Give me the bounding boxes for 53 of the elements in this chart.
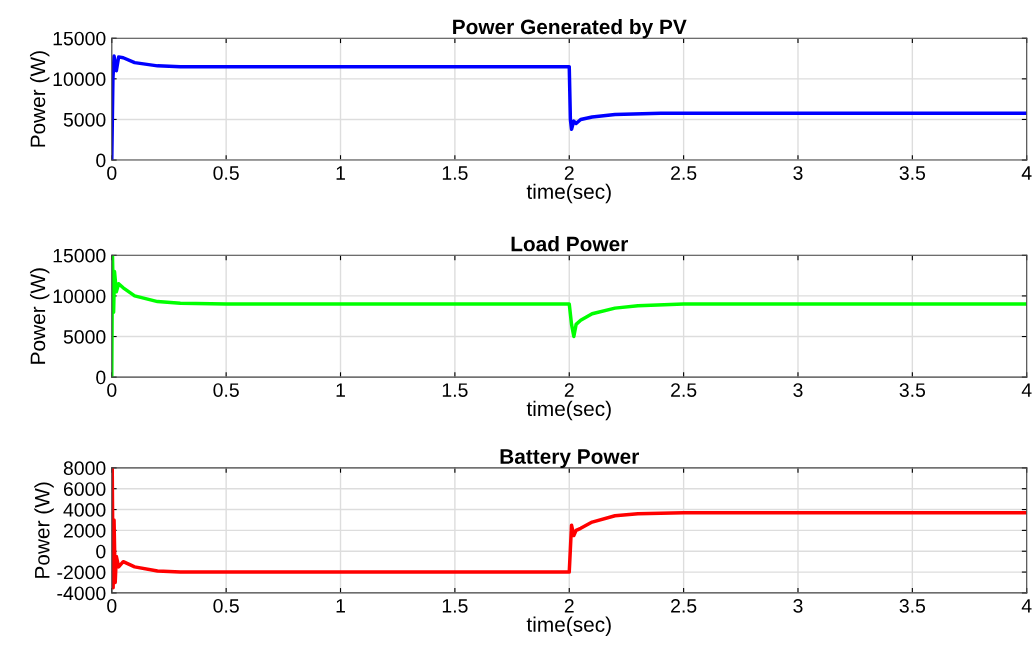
x-tick-label: 1 — [336, 166, 345, 180]
x-axis-title: time(sec) — [526, 400, 611, 421]
chart-title: Power Generated by PV — [453, 18, 687, 39]
x-tick-label: 3.5 — [899, 383, 926, 397]
y-tick-label: 0 — [96, 544, 106, 559]
y-tick-label: 10000 — [53, 289, 106, 304]
chart-title: Battery Power — [500, 449, 639, 469]
x-axis-title: time(sec) — [526, 616, 611, 637]
y-tick-label: 2000 — [63, 523, 106, 538]
x-tick-label: 0.5 — [213, 598, 239, 613]
x-tick-label: 2.5 — [671, 383, 697, 397]
x-tick-label: 4 — [1021, 166, 1032, 180]
chart-title: Load Power — [511, 236, 628, 252]
y-tick-label: 15000 — [53, 248, 106, 263]
y-tick-label: 5000 — [63, 112, 106, 127]
x-tick-label: 0 — [107, 166, 117, 180]
x-tick-label: 0 — [107, 383, 117, 397]
y-tick-label: 0 — [96, 370, 106, 385]
x-tick-label: 2 — [564, 598, 574, 613]
y-tick-label: -4000 — [57, 586, 106, 601]
x-tick-label: 3 — [793, 166, 803, 180]
x-tick-label: 1.5 — [442, 166, 468, 180]
x-tick-label: 2 — [564, 166, 574, 180]
x-tick-label: 3.5 — [899, 166, 926, 180]
y-axis-title: Power (W) — [29, 51, 50, 147]
x-tick-label: 2.5 — [671, 166, 697, 180]
x-tick-label: 2.5 — [671, 598, 697, 613]
x-axis-title: time(sec) — [526, 183, 611, 204]
y-tick-label: 4000 — [63, 503, 106, 517]
x-tick-label: 0.5 — [213, 383, 239, 397]
x-tick-label: 3 — [793, 383, 803, 397]
x-tick-label: 1 — [336, 599, 345, 613]
y-tick-label: 6000 — [63, 482, 106, 496]
y-tick-label: 15000 — [53, 31, 106, 46]
x-tick-label: 3 — [793, 598, 803, 613]
x-tick-label: 0 — [107, 598, 117, 613]
y-tick-label: 10000 — [53, 72, 106, 87]
x-tick-label: 1.5 — [442, 383, 468, 397]
x-tick-label: 0.5 — [213, 166, 239, 180]
line-series — [111, 467, 1027, 590]
y-tick-label: 8000 — [63, 461, 106, 476]
x-tick-label: 4 — [1021, 599, 1032, 613]
y-axis-title: Power (W) — [34, 482, 54, 578]
x-tick-label: 2 — [564, 383, 574, 397]
x-tick-label: 1.5 — [442, 599, 468, 613]
x-tick-label: 1 — [336, 383, 345, 397]
y-tick-label: 0 — [96, 153, 106, 168]
y-axis-title: Power (W) — [29, 268, 50, 364]
y-tick-label: -2000 — [57, 565, 106, 580]
x-tick-label: 3.5 — [899, 598, 926, 613]
x-tick-label: 4 — [1021, 383, 1032, 397]
y-tick-label: 5000 — [63, 330, 106, 344]
line-series — [111, 255, 1027, 378]
